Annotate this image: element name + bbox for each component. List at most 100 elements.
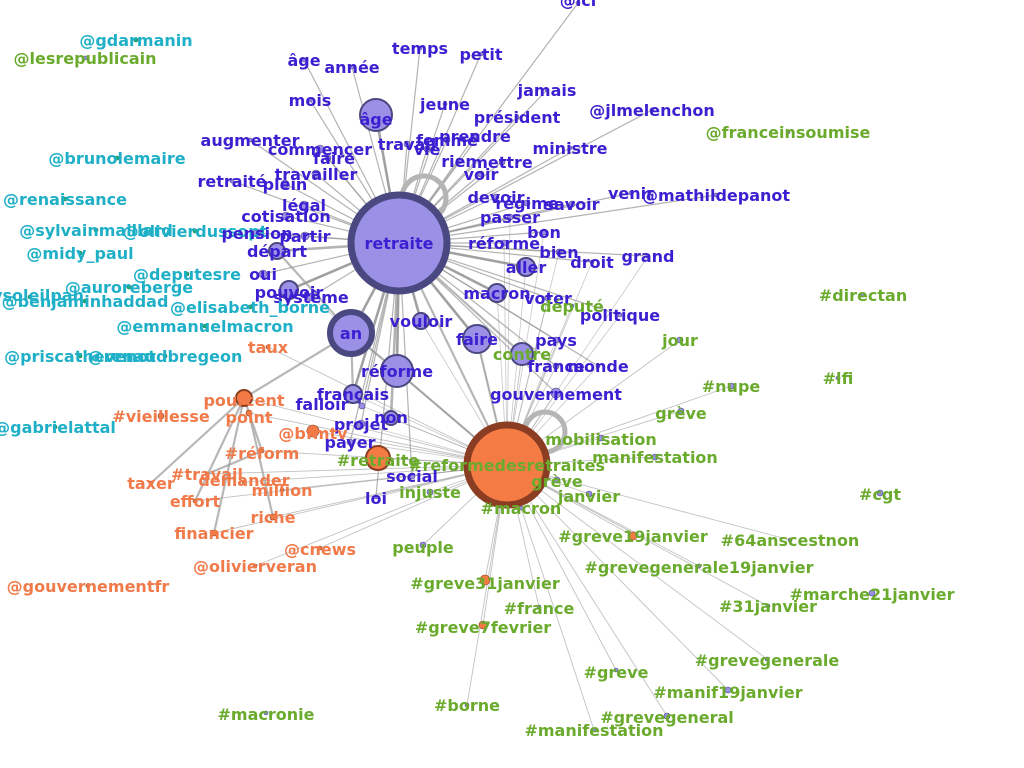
graph-node-pourcent (235, 389, 253, 407)
graph-node-faire2 (324, 154, 332, 162)
node-label-reforme2: réforme (468, 234, 540, 253)
graph-node-depute (569, 303, 575, 309)
graph-node-olivierveran (252, 563, 258, 569)
graph-node-petit (478, 51, 484, 57)
node-label-social: social (386, 467, 438, 486)
graph-node-priscathevenot (77, 353, 83, 359)
node-label-faire: faire (456, 330, 498, 349)
graph-node-manifestation2 (591, 727, 597, 733)
graph-edge (213, 464, 508, 534)
graph-node-plein (280, 179, 290, 189)
graph-node-macronie (263, 710, 269, 716)
graph-node-loi (373, 494, 379, 500)
node-label-travailler: travailler (275, 165, 358, 184)
graph-node-peuple (419, 541, 427, 549)
graph-node-devoir (492, 193, 500, 201)
graph-node-bsoleilpan (27, 294, 33, 300)
graph-node-retraite2 (229, 178, 235, 184)
node-label-jlmelenchon: @jlmelenchon (589, 101, 714, 120)
hub-node (463, 421, 551, 509)
graph-node-voir (477, 170, 485, 178)
node-label-temps: temps (392, 39, 448, 58)
node-label-directan: #directan (819, 286, 907, 305)
node-label-janvier: janvier (557, 487, 620, 506)
node-label-peuple: peuple (392, 538, 454, 557)
node-label-augmenter: augmenter (201, 131, 300, 150)
graph-node-grevegenerale19janvier (696, 563, 702, 569)
graph-node-faire (462, 324, 492, 354)
graph-node-greve19janvier (628, 531, 638, 541)
graph-node-benjaminhaddad (82, 298, 88, 304)
graph-node-auroreberge (126, 284, 132, 290)
graph-node-reforme2 (500, 239, 508, 247)
hub-node (347, 191, 451, 295)
graph-edge (506, 464, 791, 541)
node-label-aller: aller (506, 258, 547, 277)
graph-node-vieillesse (157, 412, 165, 420)
graph-edge (398, 194, 717, 244)
graph-node-depart (268, 242, 286, 260)
node-label-greve: grève (655, 404, 707, 423)
node-label-grevegeneral: #grevegeneral (600, 708, 734, 727)
node-label-31janvier: #31janvier (719, 597, 817, 616)
graph-node-bfmtv (306, 424, 320, 438)
graph-node-cotisation (281, 211, 291, 221)
graph-node-systeme (306, 292, 316, 302)
node-label-reformedesretraites: #reformedesretraites (409, 456, 605, 475)
graph-node-retraite3 (365, 445, 391, 471)
graph-node-macron (487, 283, 507, 303)
node-label-femme: femme (416, 131, 478, 150)
node-label-emmanuelmacron: @emmanuelmacron (116, 317, 293, 336)
graph-node-annee (349, 64, 355, 70)
graph-edge (267, 346, 508, 466)
node-label-bsoleilpan: @ysoleilpan (0, 286, 84, 305)
graph-node-greve2 (613, 667, 619, 673)
node-label-riche: riche (250, 508, 295, 527)
graph-node-emmanuelmacron (202, 323, 208, 329)
graph-edge (506, 464, 668, 717)
node-label-travail: travail (378, 135, 437, 154)
node-label-macron: macron (463, 284, 530, 303)
node-label-pension: pension (221, 224, 292, 243)
graph-node-31janvier (765, 603, 771, 609)
graph-node-borne (464, 702, 470, 708)
graph-node-an (327, 309, 375, 357)
graph-node-president (514, 114, 520, 120)
graph-node-olivierdussopt (192, 228, 198, 234)
graph-node-effort (192, 498, 198, 504)
node-label-mathildepanot: @mathildepanot (642, 186, 790, 205)
graph-edge (150, 397, 245, 484)
node-label-regime: régime (495, 194, 558, 213)
node-label-reform: #réform (225, 444, 300, 463)
graph-node-jamais (544, 87, 550, 93)
graph-node-grevegeneral (663, 712, 671, 720)
graph-node-contre (510, 342, 534, 366)
graph-node-age (301, 57, 307, 63)
graph-node-janvier (585, 490, 593, 498)
graph-node-partir (300, 231, 310, 241)
node-label-nupe: #nupe (702, 377, 761, 396)
node-label-greve7fevrier: #greve7fevrier (415, 618, 551, 637)
node-label-manifestation2: #manifestation (524, 721, 663, 740)
graph-node-64anscestnon (787, 537, 793, 543)
graph-node-gabrielattal (52, 424, 58, 430)
graph-node-manifestation (651, 453, 659, 461)
graph-edge (254, 464, 508, 567)
graph-node-cnews (317, 545, 323, 551)
graph-node-oui (258, 269, 268, 279)
node-label-lfi: #lfi (823, 369, 854, 388)
node-label-cgt: #cgt (859, 485, 901, 504)
graph-node-jeune (442, 101, 448, 107)
node-label-annee: année (324, 58, 379, 77)
graph-node-commencer (315, 144, 325, 154)
node-label-passer: passer (480, 208, 540, 227)
graph-node-lfi (835, 375, 841, 381)
node-label-greve_label: grève (531, 472, 583, 491)
node-label-savoir: savoir (544, 195, 599, 214)
graph-node-rien (455, 157, 463, 165)
node-label-reforme: réforme (361, 362, 433, 381)
node-label-prendre: prendre (439, 127, 511, 146)
node-label-depart: départ (247, 242, 307, 261)
graph-node-non (383, 410, 399, 426)
